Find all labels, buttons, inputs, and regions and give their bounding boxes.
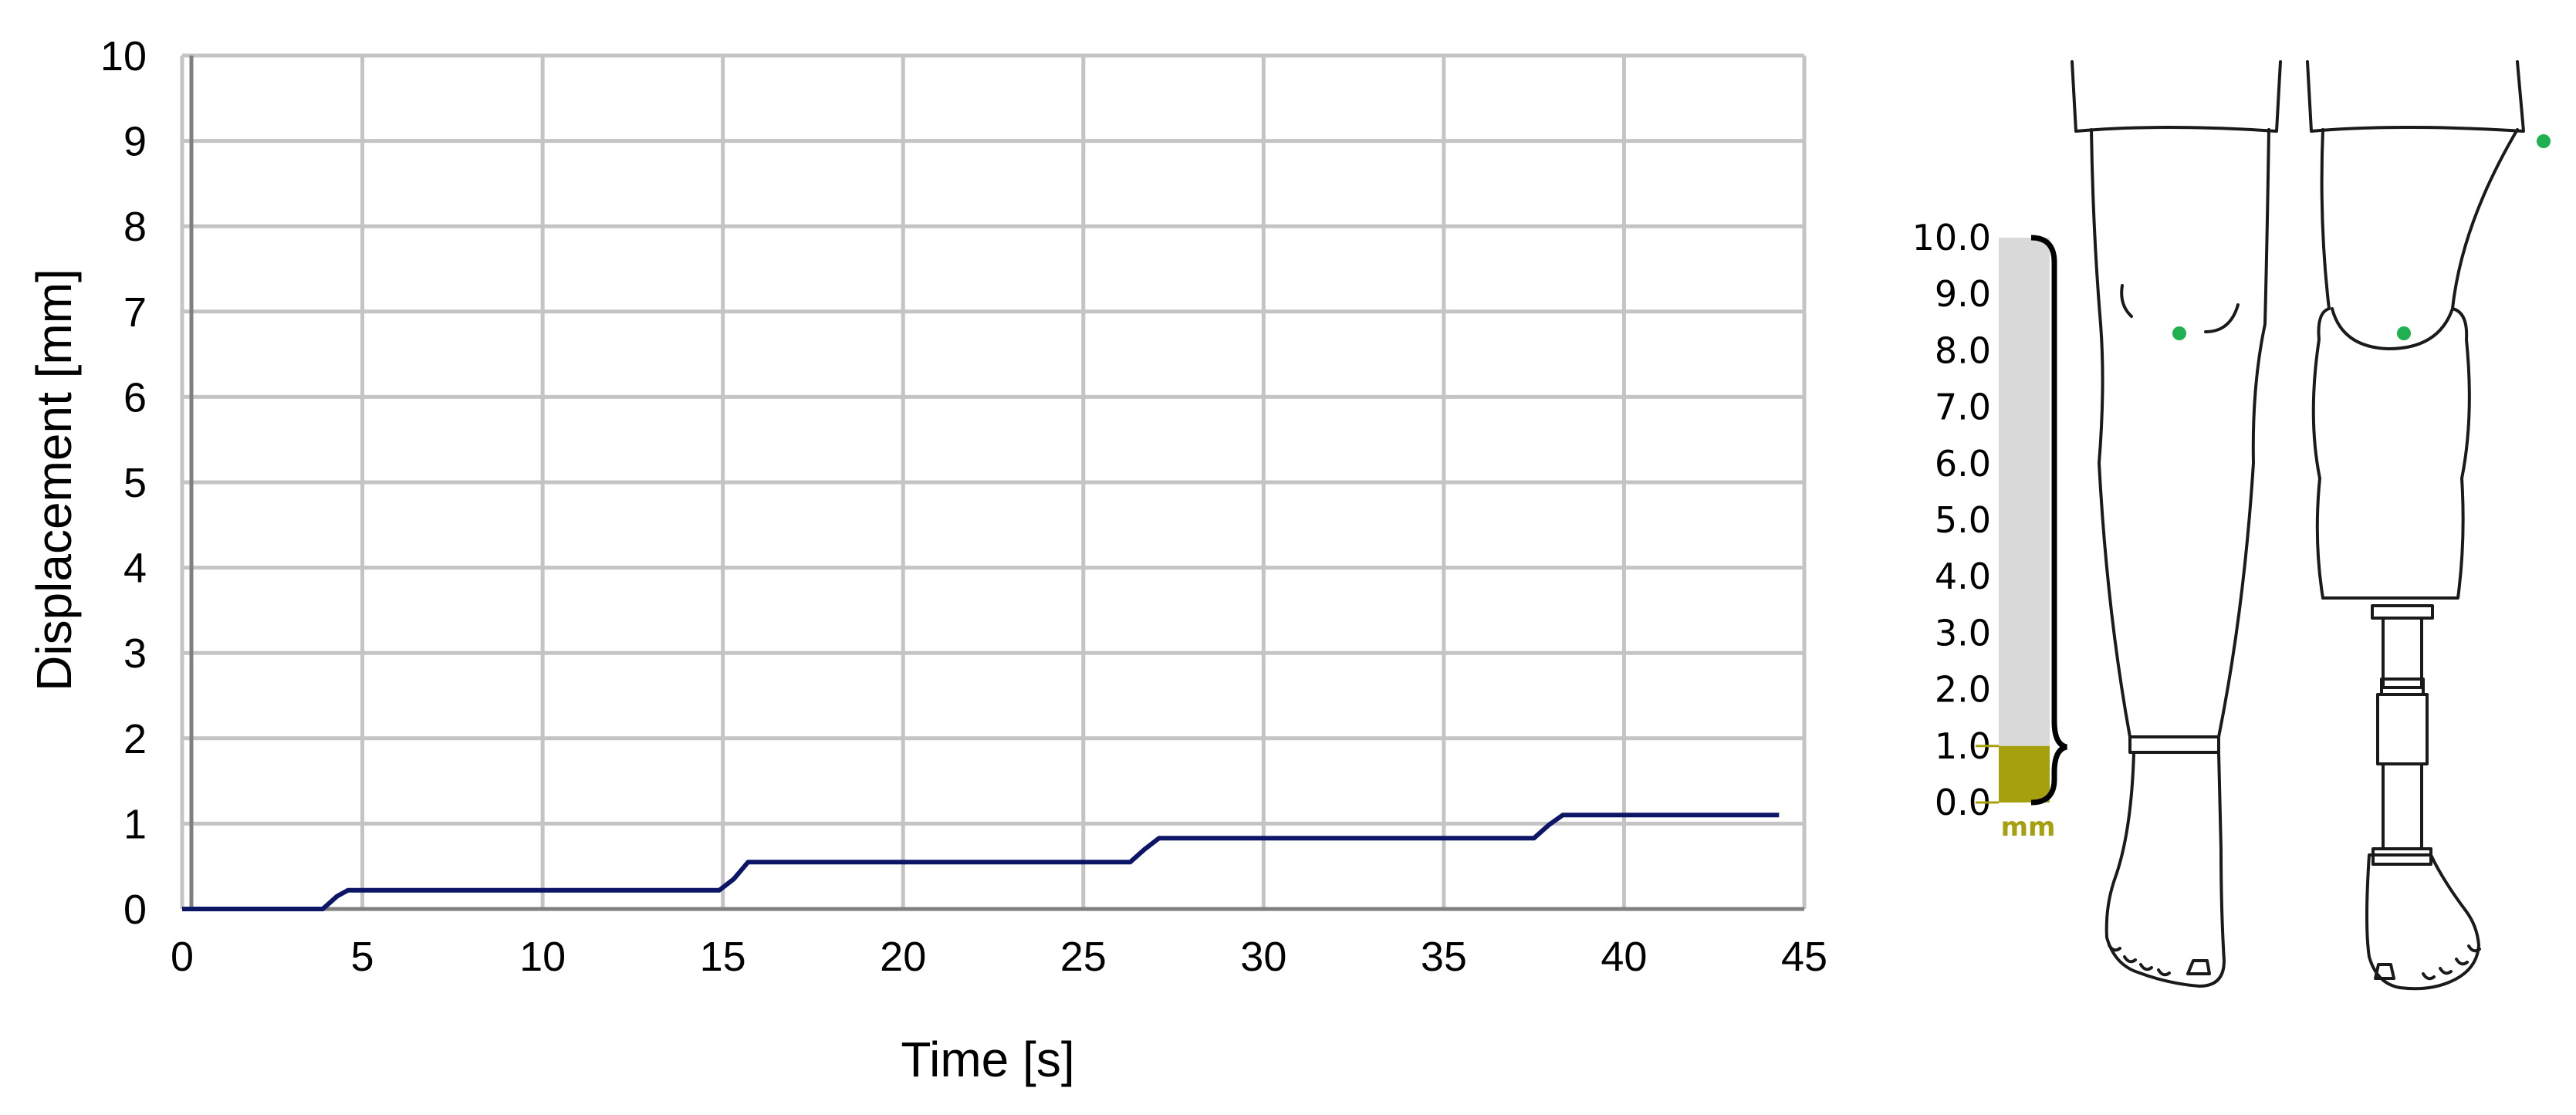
intact-knee-crease xyxy=(2120,284,2133,318)
legs-illustration xyxy=(2071,60,2551,991)
y-tick-label: 3 xyxy=(123,630,147,677)
x-axis-title: Time [s] xyxy=(901,1032,1074,1087)
chart-axes xyxy=(182,56,1804,911)
scale-tick-label: 9.0 xyxy=(1935,273,1991,315)
sock-band xyxy=(2128,735,2220,754)
scale-brace xyxy=(2030,235,2068,806)
scale-tick-label: 2.0 xyxy=(1935,669,1991,711)
pylon-adapter xyxy=(2371,604,2434,620)
intact-toes xyxy=(2108,944,2171,977)
scale-tick-label: 4.0 xyxy=(1935,556,1991,597)
y-axis-title: Displacement [mm] xyxy=(26,269,82,691)
x-tick-label: 40 xyxy=(1601,934,1647,980)
displacement-series-line xyxy=(182,813,1780,911)
prosthesis-socket xyxy=(2311,128,2519,600)
y-tick-label: 8 xyxy=(123,204,147,250)
x-tick-label: 5 xyxy=(351,934,374,980)
intact-foot xyxy=(2104,751,2226,988)
y-tick-label: 0 xyxy=(123,887,147,933)
x-tick-label: 0 xyxy=(171,934,194,980)
intact-toenail xyxy=(2186,959,2211,975)
y-tick-label: 1 xyxy=(123,801,147,847)
socket-brim xyxy=(2331,307,2454,350)
marker-dot xyxy=(2537,134,2551,148)
x-tick-label: 35 xyxy=(1421,934,1467,980)
x-tick-label: 20 xyxy=(880,934,926,980)
y-tick-label: 6 xyxy=(123,374,147,421)
prosthetic-toenail xyxy=(2374,963,2395,980)
scale-tick-label: 3.0 xyxy=(1935,612,1991,654)
y-tick-label: 7 xyxy=(123,289,147,336)
shorts-left-leg xyxy=(2071,60,2282,133)
scale-tick-labels: 10.09.08.07.06.05.04.03.02.01.00.0 xyxy=(1912,217,1991,823)
scale-unit-label: mm xyxy=(2001,812,2056,843)
pylon-upper-tube xyxy=(2382,617,2423,689)
x-tick-label: 10 xyxy=(519,934,566,980)
marker-dot xyxy=(2172,326,2186,340)
intact-leg xyxy=(2090,128,2270,738)
chart-grid xyxy=(180,53,1807,911)
scale-tick-label: 6.0 xyxy=(1935,443,1991,485)
y-tick-label: 2 xyxy=(123,716,147,762)
y-tick-label: 4 xyxy=(123,546,147,592)
pylon-body xyxy=(2376,693,2429,765)
prosthetic-toes xyxy=(2422,944,2481,981)
scale-tick-label: 8.0 xyxy=(1935,329,1991,371)
prosthetic-ankle xyxy=(2371,847,2432,866)
scale-tick-label: 10.0 xyxy=(1912,217,1991,258)
displacement-scale: 10.09.08.07.06.05.04.03.02.01.00.0 mm xyxy=(1912,217,2068,843)
y-tick-labels: 0 1 2 3 4 5 6 7 8 9 10 xyxy=(100,33,147,933)
prosthetic-foot xyxy=(2365,853,2480,991)
y-tick-label: 5 xyxy=(123,460,147,506)
x-tick-labels: 0 5 10 15 20 25 30 35 40 45 xyxy=(171,934,1827,980)
x-tick-label: 15 xyxy=(700,934,746,980)
y-tick-label: 10 xyxy=(100,33,147,79)
x-tick-label: 25 xyxy=(1060,934,1107,980)
shorts-right-leg xyxy=(2306,60,2525,133)
scale-bar-fill xyxy=(1999,745,2050,802)
pylon-lower-tube xyxy=(2382,762,2423,850)
scale-tick-label: 5.0 xyxy=(1935,499,1991,541)
marker-dot xyxy=(2397,326,2411,340)
scale-bar-background xyxy=(1999,238,2050,802)
intact-knee-crease xyxy=(2204,303,2240,333)
y-tick-label: 9 xyxy=(123,119,147,165)
scale-tick-label: 7.0 xyxy=(1935,387,1991,428)
x-tick-label: 45 xyxy=(1781,934,1827,980)
x-tick-label: 30 xyxy=(1240,934,1286,980)
